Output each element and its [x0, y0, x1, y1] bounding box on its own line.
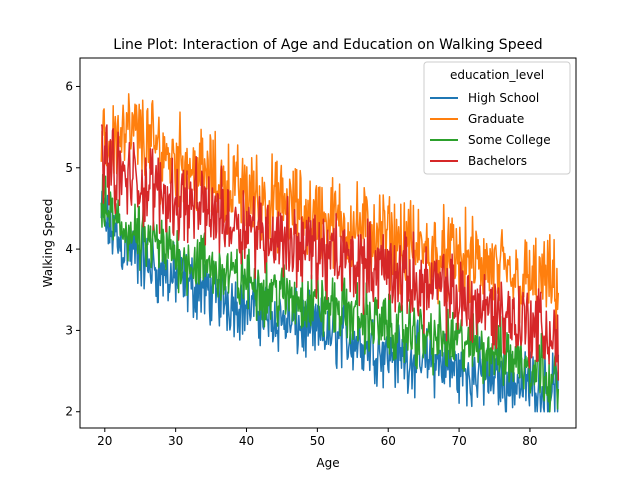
plot-frame [79, 57, 577, 429]
y-axis-ticks: 2 3 4 5 6 [65, 79, 80, 419]
x-tick-label: 60 [381, 434, 396, 448]
x-tick-label: 80 [522, 434, 537, 448]
y-tick-label: 4 [65, 242, 73, 256]
legend-label: Some College [468, 133, 551, 147]
legend-label: Graduate [468, 112, 524, 126]
series-line [100, 173, 560, 413]
x-tick-label: 20 [97, 434, 112, 448]
y-tick-label: 6 [65, 79, 73, 93]
x-axis-label: Age [316, 456, 339, 470]
series-line [100, 93, 560, 333]
legend-box [423, 61, 571, 175]
y-tick-label: 2 [65, 405, 73, 419]
x-axis-ticks: 20 30 40 50 60 70 80 [97, 428, 538, 448]
series-line [100, 124, 560, 381]
y-tick-label: 3 [65, 323, 73, 337]
x-tick-label: 70 [451, 434, 466, 448]
legend-label: High School [468, 91, 539, 105]
legend: education_level High School Graduate Some … [423, 61, 571, 175]
legend-title: education_level [450, 68, 544, 82]
y-tick-label: 5 [65, 161, 73, 175]
plot-lines [100, 93, 560, 413]
chart-title: Line Plot: Interaction of Age and Educat… [113, 37, 542, 53]
legend-items: High School Graduate Some College Bachelors [430, 91, 551, 168]
x-tick-label: 30 [168, 434, 183, 448]
x-tick-label: 50 [310, 434, 325, 448]
x-tick-label: 40 [239, 434, 254, 448]
legend-label: Bachelors [468, 154, 527, 168]
y-axis-label: Walking Speed [41, 199, 55, 288]
